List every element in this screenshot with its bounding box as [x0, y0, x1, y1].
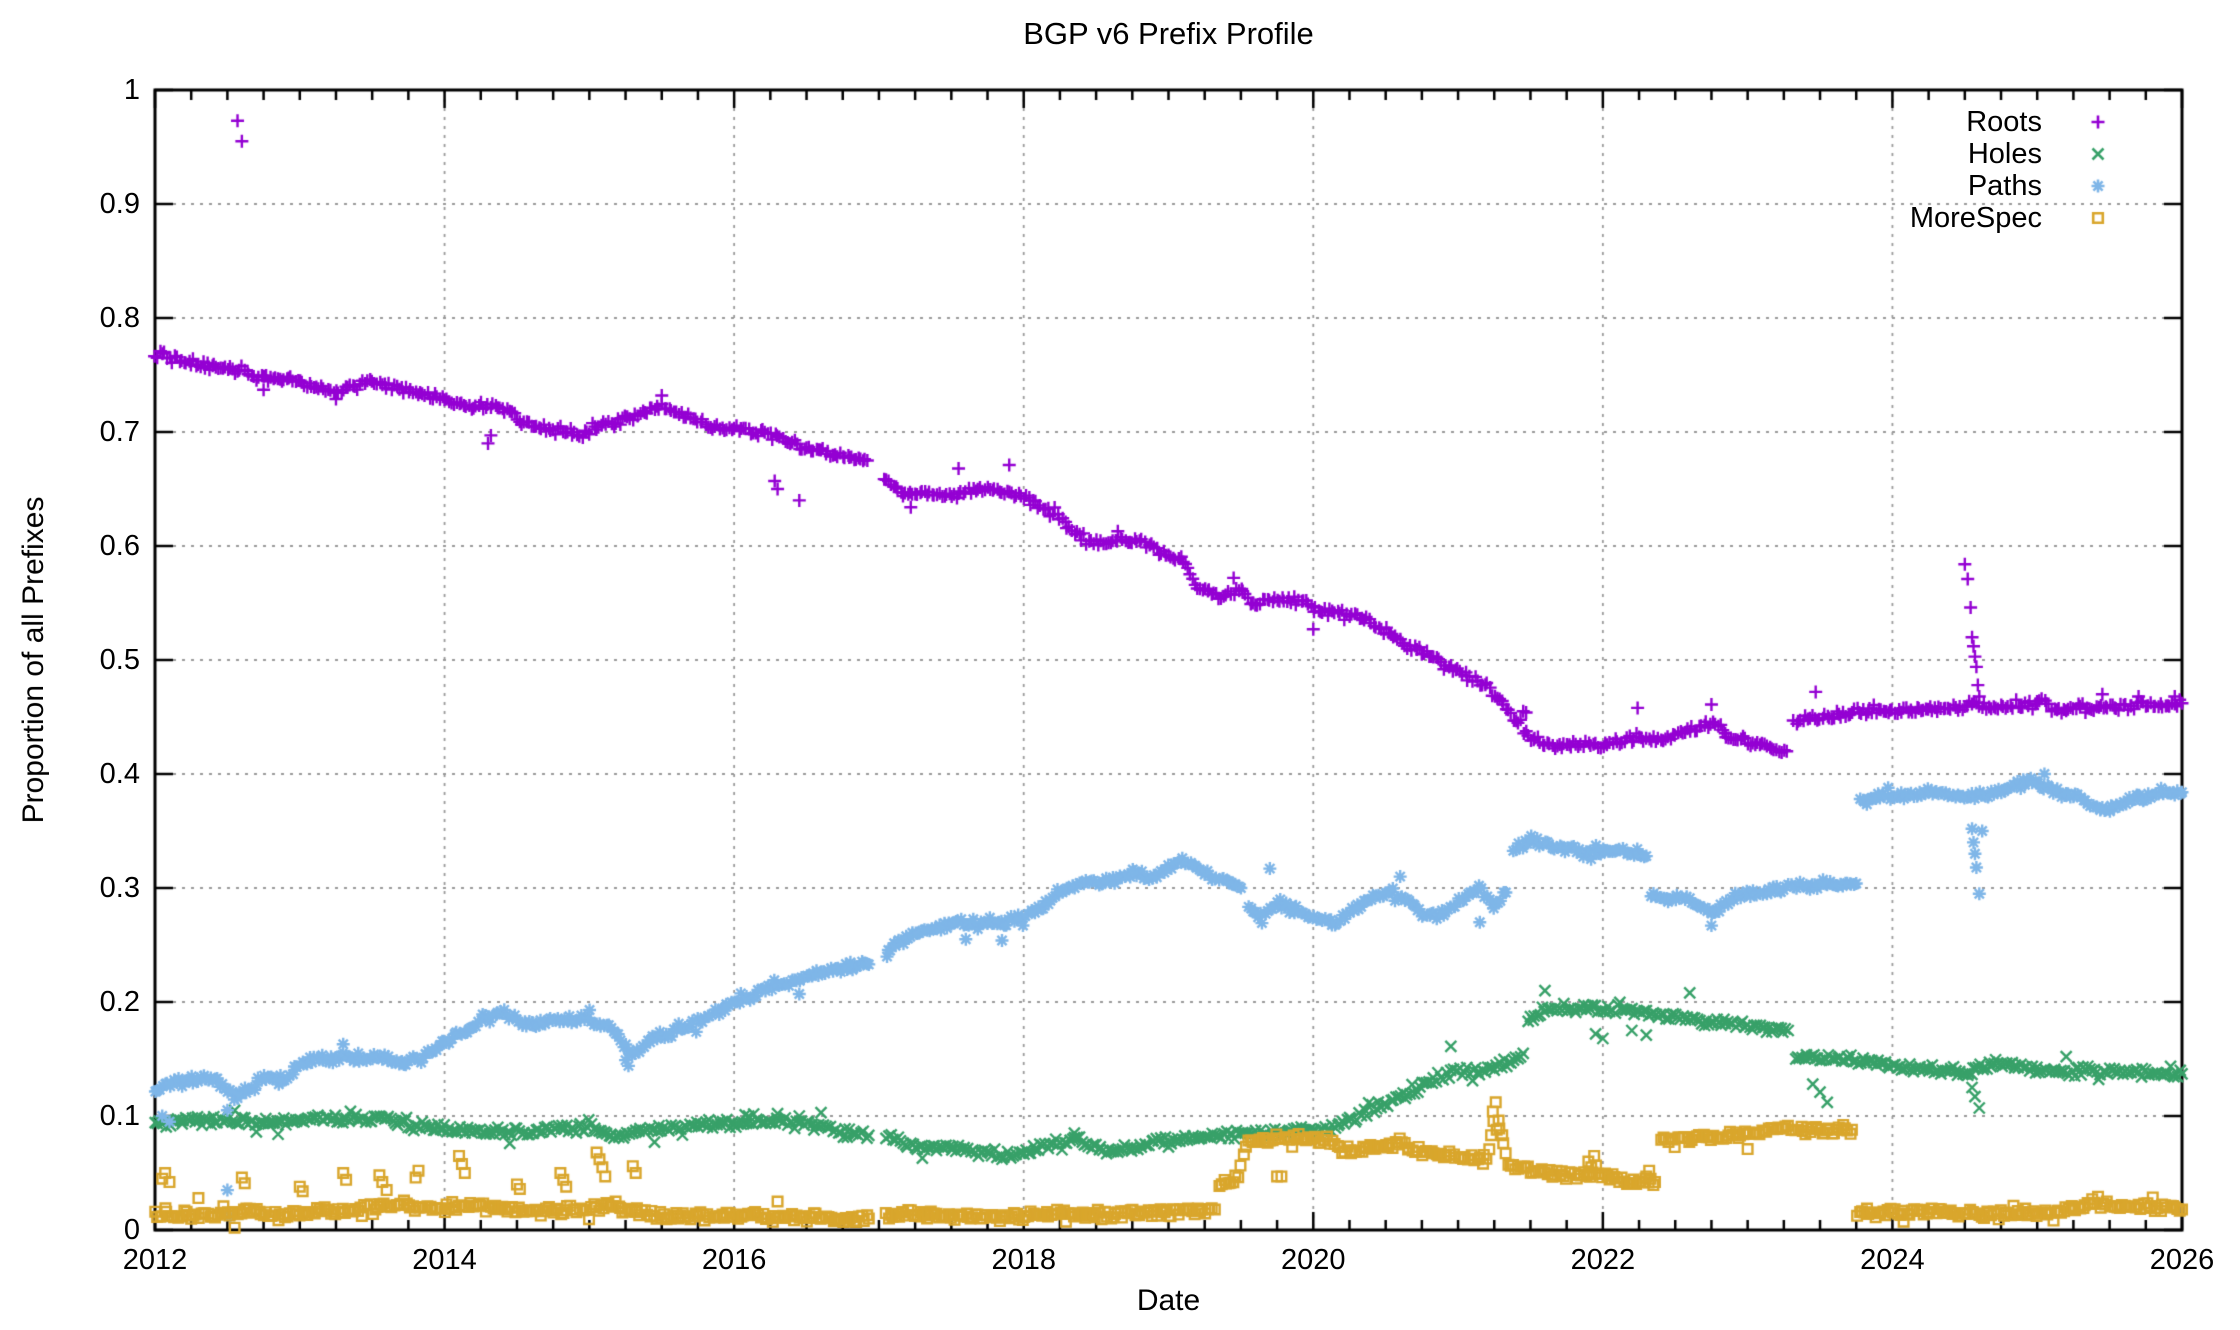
legend-label-paths: Paths: [1967, 170, 2042, 202]
x-tick-label: 2014: [412, 1244, 477, 1276]
legend-label-morespec: MoreSpec: [1909, 202, 2042, 234]
x-tick-label: 2024: [1860, 1244, 1925, 1276]
x-tick-label: 2020: [1281, 1244, 1346, 1276]
legend-item-paths: Paths: [1968, 170, 2042, 202]
x-tick-label: 2012: [122, 1244, 188, 1276]
chart-title: BGP v6 Prefix Profile: [1023, 16, 1314, 51]
y-tick-label: 0.1: [99, 1100, 140, 1132]
y-tick-label: 0.4: [99, 758, 140, 790]
y-tick-label: 0.2: [99, 986, 140, 1018]
y-tick-label: 0.5: [99, 644, 140, 676]
legend-item-holes: Holes: [1968, 138, 2042, 170]
legend-label-holes: Holes: [1967, 138, 2042, 170]
y-tick-label: 0.6: [99, 530, 140, 562]
y-tick-label: 0.8: [99, 302, 140, 334]
y-tick-label: 0.9: [99, 188, 140, 220]
x-tick-label: 2022: [1570, 1244, 1636, 1276]
legend-label-roots: Roots: [1966, 106, 2042, 138]
x-tick-label: 2026: [2149, 1244, 2215, 1276]
y-tick-label: 0.7: [99, 416, 140, 448]
legend-item-roots: Roots: [1966, 106, 2042, 138]
x-axis-label: Date: [1136, 1284, 1201, 1317]
y-tick-label: 0.3: [99, 872, 140, 904]
x-tick-label: 2016: [701, 1244, 767, 1276]
x-tick-label: 2018: [991, 1244, 1056, 1276]
y-tick-label: 0: [123, 1214, 140, 1246]
y-tick-label: 1: [123, 74, 140, 106]
legend-item-morespec: MoreSpec: [1910, 202, 2042, 234]
